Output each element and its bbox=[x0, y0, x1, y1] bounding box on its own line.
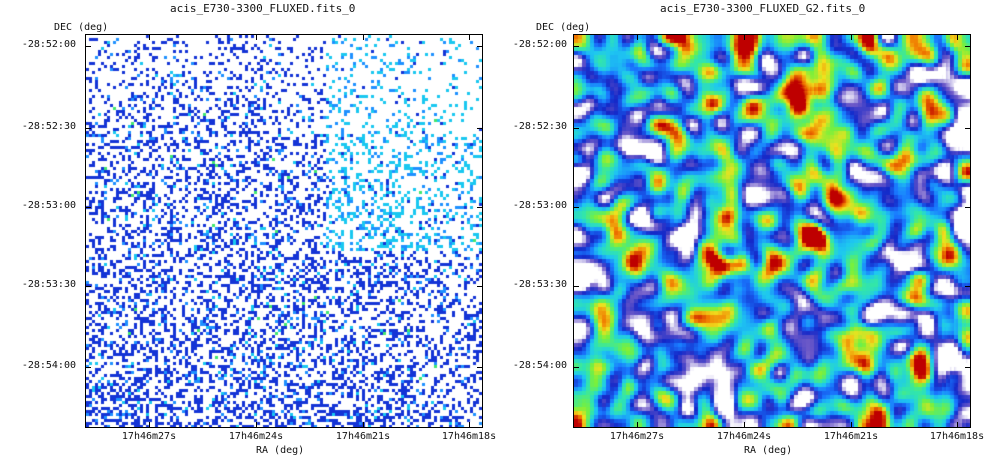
left-panel-title: acis_E730-3300_FLUXED.fits_0 bbox=[170, 2, 356, 15]
right-ra-axis-label: RA (deg) bbox=[744, 445, 793, 456]
axis-tick bbox=[965, 46, 971, 47]
axis-tick bbox=[573, 128, 579, 129]
axis-tick bbox=[744, 34, 745, 40]
right-ra-tick-label: 17h46m18s bbox=[929, 431, 985, 442]
axis-tick bbox=[256, 34, 257, 40]
left-dec-tick-label: -28:52:30 bbox=[21, 121, 76, 132]
axis-tick bbox=[256, 422, 257, 428]
left-ra-tick-label: 17h46m18s bbox=[441, 431, 497, 442]
right-ra-tick-label: 17h46m24s bbox=[716, 431, 772, 442]
axis-tick bbox=[965, 128, 971, 129]
axis-tick bbox=[363, 34, 364, 40]
axis-tick bbox=[965, 286, 971, 287]
axis-tick bbox=[573, 367, 579, 368]
left-ra-tick-label: 17h46m24s bbox=[228, 431, 284, 442]
axis-tick bbox=[573, 286, 579, 287]
left-dec-tick-label: -28:53:30 bbox=[21, 279, 76, 290]
axis-tick bbox=[851, 422, 852, 428]
axis-tick bbox=[85, 207, 91, 208]
left-dec-tick-label: -28:52:00 bbox=[21, 39, 76, 50]
left-dec-axis-label: DEC (deg) bbox=[54, 22, 109, 33]
axis-tick bbox=[477, 286, 483, 287]
left-dec-tick-label: -28:53:00 bbox=[21, 200, 76, 211]
right-dec-tick-label: -28:54:00 bbox=[512, 360, 567, 371]
right-ra-tick-label: 17h46m21s bbox=[823, 431, 879, 442]
right-ra-tick-label: 17h46m27s bbox=[609, 431, 665, 442]
left-ra-tick-label: 17h46m27s bbox=[121, 431, 177, 442]
axis-tick bbox=[744, 422, 745, 428]
axis-tick bbox=[85, 46, 91, 47]
left-ra-tick-label: 17h46m21s bbox=[335, 431, 391, 442]
axis-tick bbox=[469, 34, 470, 40]
axis-tick bbox=[363, 422, 364, 428]
right-dec-tick-label: -28:52:30 bbox=[512, 121, 567, 132]
axis-tick bbox=[965, 207, 971, 208]
right-panel-title: acis_E730-3300_FLUXED_G2.fits_0 bbox=[660, 2, 866, 15]
right-dec-tick-label: -28:53:00 bbox=[512, 200, 567, 211]
left-ra-axis-label: RA (deg) bbox=[256, 445, 305, 456]
right-dec-tick-label: -28:52:00 bbox=[512, 39, 567, 50]
axis-tick bbox=[477, 128, 483, 129]
axis-tick bbox=[477, 367, 483, 368]
axis-tick bbox=[477, 46, 483, 47]
axis-tick bbox=[469, 422, 470, 428]
axis-tick bbox=[957, 422, 958, 428]
axis-tick bbox=[637, 34, 638, 40]
axis-tick bbox=[85, 128, 91, 129]
axis-tick bbox=[149, 422, 150, 428]
left-image-frame[interactable] bbox=[85, 34, 483, 428]
right-image-frame[interactable] bbox=[573, 34, 971, 428]
left-dec-tick-label: -28:54:00 bbox=[21, 360, 76, 371]
right-dec-tick-label: -28:53:30 bbox=[512, 279, 567, 290]
axis-tick bbox=[573, 207, 579, 208]
axis-tick bbox=[85, 286, 91, 287]
axis-tick bbox=[477, 207, 483, 208]
axis-tick bbox=[149, 34, 150, 40]
axis-tick bbox=[851, 34, 852, 40]
right-sky-image bbox=[574, 35, 970, 427]
right-dec-axis-label: DEC (deg) bbox=[536, 22, 591, 33]
axis-tick bbox=[965, 367, 971, 368]
axis-tick bbox=[957, 34, 958, 40]
left-sky-image bbox=[86, 35, 482, 427]
axis-tick bbox=[637, 422, 638, 428]
axis-tick bbox=[573, 46, 579, 47]
axis-tick bbox=[85, 367, 91, 368]
